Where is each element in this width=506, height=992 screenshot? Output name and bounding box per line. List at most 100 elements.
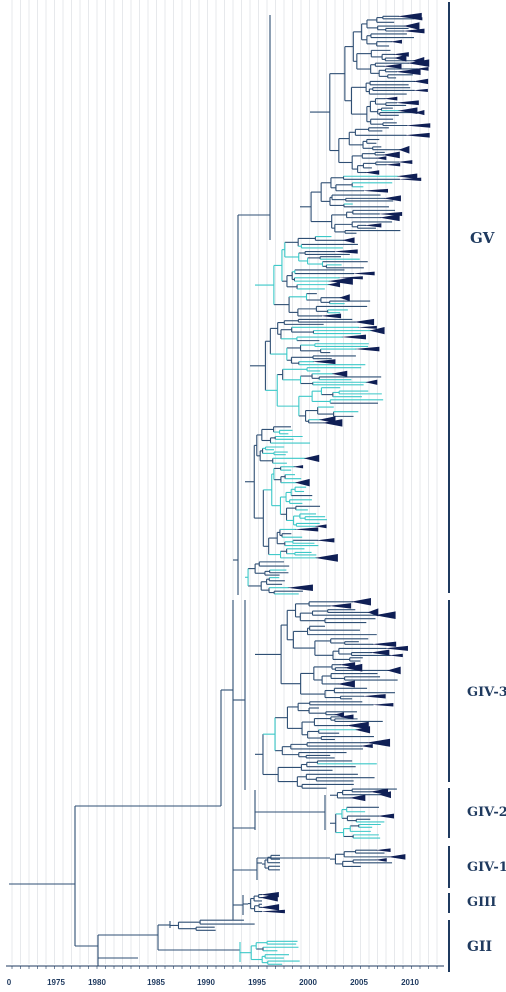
year-gridlines [11,0,438,964]
collapsed-clade [397,12,422,20]
collapsed-clade [404,132,430,138]
collapsed-clade [397,160,413,165]
label-giv-2: GIV-2 [467,805,506,820]
collapsed-clade [405,123,431,128]
collapsed-clade [384,645,408,651]
collapsed-clade [337,714,354,720]
collapsed-clade [412,17,423,21]
collapsed-clade [337,276,363,280]
collapsed-clade [357,325,377,329]
collapsed-clade [374,611,396,620]
collapsed-clade [390,39,402,44]
tree-branches-dark [9,15,418,967]
tick-label-0: 0 [7,978,12,987]
collapsed-clade [362,188,389,193]
collapsed-clade [384,163,401,167]
collapsed-clade [332,249,358,254]
collapsed-clade [331,370,348,377]
collapsed-clade [395,100,419,106]
collapsed-clade [379,214,400,222]
collapsed-clade [369,649,390,656]
collapsed-clade [371,641,397,647]
collapsed-clade [364,223,382,228]
collapsed-clade [316,538,335,543]
collapsed-clade [383,195,401,202]
collapsed-clade [397,107,418,115]
collapsed-clade [319,313,342,319]
label-giii: GIII [467,895,496,910]
time-axis-minor-ticks [11,966,438,969]
label-gii: GII [467,939,492,955]
collapsed-clade [392,52,409,57]
collapsed-clade [360,744,373,749]
collapsed-clade [287,584,313,592]
collapsed-clade [364,170,380,175]
collapsed-clade [292,465,304,469]
tick-label-1980: 1980 [88,978,106,987]
collapsed-clade [397,177,422,181]
label-giv-3: GIV-3 [467,685,506,700]
collapsed-clade [314,554,338,562]
collapsed-clade [337,680,355,688]
collapsed-clade [415,67,429,71]
collapsed-clade [369,326,385,335]
collapsed-clade [294,527,319,532]
collapsed-clade [374,858,387,862]
collapsed-clade [339,662,356,668]
collapsed-clade [303,454,320,462]
collapsed-clade [341,334,366,340]
collapsed-clade [402,28,425,34]
collapsed-clade-triangles [260,12,431,914]
tick-label-1995: 1995 [248,978,266,987]
label-giv-1: GIV-1 [467,860,506,875]
collapsed-clade [407,59,430,67]
collapsed-clade [412,88,428,92]
collapsed-clade [377,813,395,819]
collapsed-clade [395,68,421,76]
collapsed-clade [367,608,379,617]
collapsed-clade [343,663,363,672]
collapsed-clade [383,96,398,101]
tick-label-1990: 1990 [197,978,215,987]
collapsed-clade [362,694,386,699]
collapsed-clade [378,791,391,799]
tick-label-2000: 2000 [299,978,317,987]
collapsed-clade [339,294,350,302]
collapsed-clade [352,271,375,276]
collapsed-clade [365,738,391,747]
collapsed-clade [394,54,407,62]
collapsed-clade [381,151,400,159]
tick-label-1985: 1985 [147,978,165,987]
collapsed-clade [322,419,343,427]
tick-label-1975: 1975 [47,978,65,987]
collapsed-clade [414,109,425,116]
collapsed-clade [260,904,280,911]
collapsed-clade [342,237,355,244]
collapsed-clade [375,156,387,161]
collapsed-clade [387,854,406,860]
collapsed-clade [327,281,341,288]
collapsed-clade [375,848,391,853]
collapsed-clade [350,598,371,606]
collapsed-clade [294,478,310,487]
collapsed-clade [396,173,418,179]
collapsed-clade [365,379,378,385]
collapsed-clade [333,712,345,718]
collapsed-clade [382,63,402,69]
collapsed-clade [328,603,352,609]
collapsed-clade [398,145,410,154]
time-axis: 0 1975 1980 1985 1990 1995 2000 2005 201… [6,965,444,987]
collapsed-clade [349,794,366,802]
collapsed-clade [354,346,380,352]
collapsed-clade [312,359,336,365]
collapsed-clade [371,703,394,707]
collapsed-clade [314,524,327,529]
label-gv: GV [470,229,495,247]
tree-branches-teal [239,110,400,965]
collapsed-clade [403,22,420,30]
collapsed-clade [327,277,353,285]
collapsed-clade [346,721,369,730]
collapsed-clade [353,318,375,326]
tick-label-2005: 2005 [350,978,368,987]
collapsed-clade [260,893,278,902]
